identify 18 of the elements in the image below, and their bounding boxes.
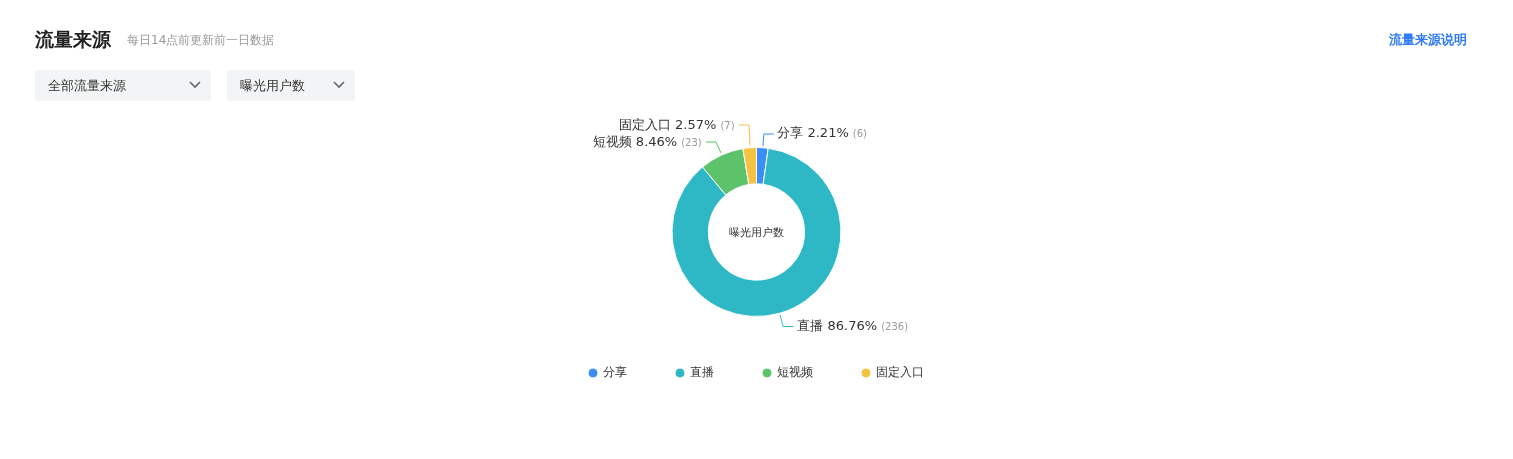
text: 曝光用户数 bbox=[729, 224, 784, 240]
legend-label: 固定入口 bbox=[875, 365, 924, 380]
category-label: 直播 86.76% bbox=[797, 318, 878, 334]
text: (7) bbox=[720, 119, 735, 131]
text: (6) bbox=[852, 128, 867, 140]
text: (236) bbox=[881, 321, 909, 333]
text: 流量来源说明 bbox=[1389, 31, 1467, 49]
legend-label: 短视频 bbox=[776, 365, 813, 380]
legend-label: 分享 bbox=[602, 365, 627, 380]
text: 每日14点前更新前一日数据 bbox=[127, 32, 275, 49]
text: 流量来源 bbox=[35, 27, 111, 52]
text: 曝光用户数 bbox=[240, 78, 305, 93]
category-label: 固定入口 2.57% bbox=[618, 116, 717, 132]
category-label: 短视频 8.46% bbox=[592, 133, 678, 149]
text: (23) bbox=[681, 136, 702, 148]
text: 全部流量来源 bbox=[48, 78, 126, 93]
category-label: 分享 2.21% bbox=[777, 125, 849, 141]
legend-label: 直播 bbox=[689, 365, 714, 380]
